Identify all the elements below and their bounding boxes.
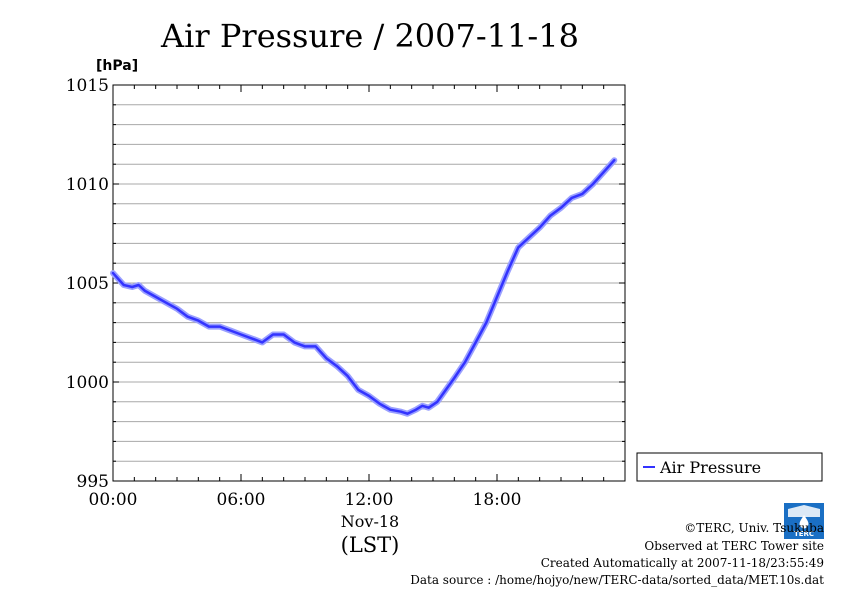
legend-box [636, 452, 823, 482]
y-tick-label: 1015 [66, 76, 109, 96]
x-tick-label: 18:00 [473, 490, 522, 510]
legend: Air Pressure [636, 452, 823, 482]
y-tick-label: 1005 [66, 274, 109, 294]
x-tick-label: 06:00 [217, 490, 266, 510]
y-axis-label: [hPa] [96, 58, 138, 74]
chart-title: Air Pressure / 2007-11-18 [160, 17, 579, 55]
y-tick-label: 1000 [66, 373, 109, 393]
series-group [110, 157, 618, 417]
footer-created: Created Automatically at 2007-11-18/23:5… [540, 556, 824, 570]
logo-text: TERC [794, 530, 814, 538]
x-axis-ticks: 00:00 06:00 12:00 18:00 [89, 85, 626, 510]
footer-observed: Observed at TERC Tower site [644, 539, 824, 553]
x-axis-timezone-label: (LST) [341, 533, 400, 557]
grid-lines [113, 104, 625, 462]
x-axis-date-label: Nov-18 [341, 512, 399, 531]
series-line-air-pressure [111, 158, 616, 415]
terc-logo: TERC [784, 503, 824, 539]
footer-copyright: ©TERC, Univ. Tsukuba [684, 521, 824, 535]
series-line-halo [110, 157, 618, 417]
y-tick-label: 995 [77, 472, 109, 492]
x-tick-label: 00:00 [89, 490, 138, 510]
legend-label: Air Pressure [659, 458, 761, 477]
y-tick-label: 1010 [66, 175, 109, 195]
y-axis-ticks: 995 1000 1005 1010 1015 [66, 76, 625, 492]
x-tick-label: 12:00 [345, 490, 394, 510]
footer-source: Data source : /home/hojyo/new/TERC-data/… [410, 573, 824, 587]
